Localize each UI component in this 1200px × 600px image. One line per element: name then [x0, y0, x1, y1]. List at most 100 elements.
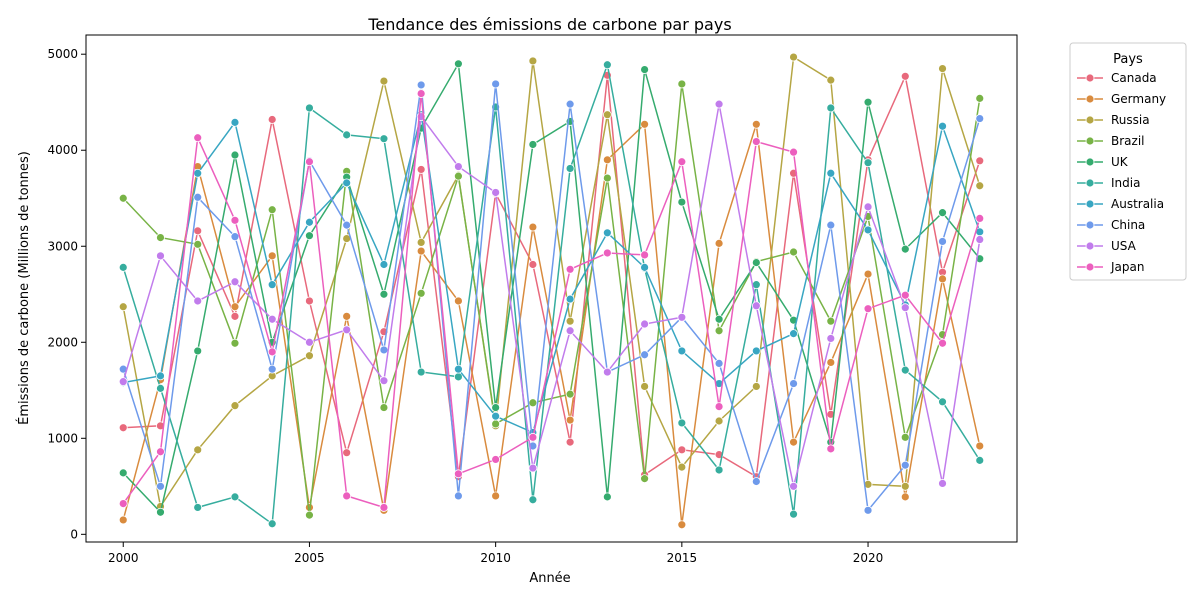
data-point-usa: [230, 277, 240, 287]
data-point-brazil: [267, 205, 277, 215]
data-point-japan: [565, 264, 575, 274]
y-tick-label: 3000: [47, 239, 78, 253]
legend-item-brazil: Brazil: [1077, 134, 1145, 148]
y-axis-label: Émissions de carbone (Millions de tonnes…: [16, 151, 32, 425]
data-point-japan: [677, 157, 687, 167]
legend-item-japan: Japan: [1077, 260, 1144, 274]
series-line-usa: [122, 103, 981, 487]
data-point-japan: [826, 444, 836, 454]
data-point-brazil: [789, 247, 798, 257]
data-point-germany: [118, 515, 128, 525]
data-point-usa: [826, 334, 836, 343]
data-point-japan: [863, 304, 873, 314]
legend-item-china: China: [1077, 218, 1145, 232]
data-point-australia: [863, 225, 873, 235]
legend-item-canada: Canada: [1077, 71, 1157, 85]
data-point-germany: [528, 222, 538, 232]
data-point-germany: [826, 358, 836, 367]
data-point-japan: [453, 469, 463, 479]
data-point-usa: [640, 319, 649, 329]
x-tick-label: 2015: [667, 551, 698, 565]
data-point-canada: [900, 71, 910, 81]
data-point-usa: [379, 376, 389, 386]
series-india: [118, 60, 985, 529]
data-point-usa: [863, 202, 873, 212]
data-point-uk: [751, 258, 761, 267]
data-point-canada: [118, 423, 128, 433]
data-point-russia: [602, 110, 612, 120]
data-point-australia: [751, 346, 761, 356]
data-point-india: [118, 262, 128, 272]
data-point-usa: [751, 301, 761, 311]
data-point-brazil: [491, 419, 501, 429]
data-point-japan: [602, 248, 612, 258]
data-point-australia: [379, 260, 389, 269]
legend-item-australia: Australia: [1077, 197, 1164, 211]
data-point-brazil: [602, 173, 612, 183]
series-line-japan: [122, 93, 981, 509]
data-point-china: [342, 220, 352, 230]
data-point-russia: [714, 416, 724, 426]
data-point-japan: [118, 499, 128, 508]
data-point-uk: [379, 289, 389, 299]
data-point-india: [416, 367, 426, 377]
legend-label: China: [1111, 218, 1145, 232]
x-axis-label: Année: [529, 571, 570, 586]
data-point-japan: [975, 214, 985, 223]
data-point-india: [379, 134, 389, 144]
data-point-china: [156, 481, 165, 491]
data-point-india: [677, 418, 687, 428]
legend-marker: [1085, 73, 1095, 83]
y-tick-label: 2000: [47, 335, 78, 349]
data-point-usa: [565, 326, 575, 336]
data-point-russia: [975, 181, 985, 191]
x-tick-label: 2010: [480, 551, 511, 565]
legend-marker: [1085, 199, 1095, 209]
data-point-uk: [863, 97, 873, 107]
data-point-brazil: [826, 316, 836, 326]
data-point-russia: [118, 302, 128, 312]
data-point-india: [193, 503, 203, 512]
data-point-india: [230, 492, 240, 502]
series-line-uk: [122, 61, 981, 514]
data-point-canada: [230, 311, 240, 321]
data-point-canada: [677, 445, 687, 455]
legend-frame: [1069, 42, 1187, 281]
legend-marker: [1085, 220, 1095, 230]
data-point-russia: [751, 382, 761, 391]
data-point-japan: [193, 133, 203, 143]
legend-marker: [1085, 241, 1095, 251]
data-point-brazil: [528, 398, 538, 408]
y-tick-label: 0: [70, 527, 78, 541]
data-point-russia: [640, 382, 649, 391]
plot-series: [118, 52, 985, 530]
data-point-germany: [714, 238, 724, 248]
series-russia: [118, 52, 985, 511]
series-line-china: [122, 83, 981, 513]
data-point-germany: [677, 520, 687, 530]
data-point-india: [528, 495, 538, 505]
data-point-russia: [379, 76, 389, 86]
data-point-germany: [975, 441, 985, 451]
data-point-russia: [416, 238, 426, 247]
data-point-india: [453, 372, 463, 382]
data-point-brazil: [900, 432, 910, 442]
x-tick-label: 2020: [853, 551, 884, 565]
data-point-germany: [900, 492, 910, 502]
data-point-canada: [528, 260, 538, 269]
data-point-japan: [789, 147, 798, 157]
data-point-brazil: [565, 389, 575, 399]
data-point-india: [565, 164, 575, 173]
data-point-japan: [305, 157, 314, 167]
data-point-brazil: [193, 239, 203, 249]
data-point-uk: [602, 492, 612, 502]
data-point-usa: [975, 235, 985, 244]
legend-marker: [1085, 115, 1095, 125]
data-point-usa: [193, 296, 203, 306]
data-point-russia: [528, 56, 538, 66]
data-point-australia: [826, 168, 836, 178]
data-point-china: [491, 79, 501, 89]
data-point-usa: [491, 188, 501, 197]
data-point-usa: [118, 377, 128, 387]
series-japan: [118, 89, 985, 512]
